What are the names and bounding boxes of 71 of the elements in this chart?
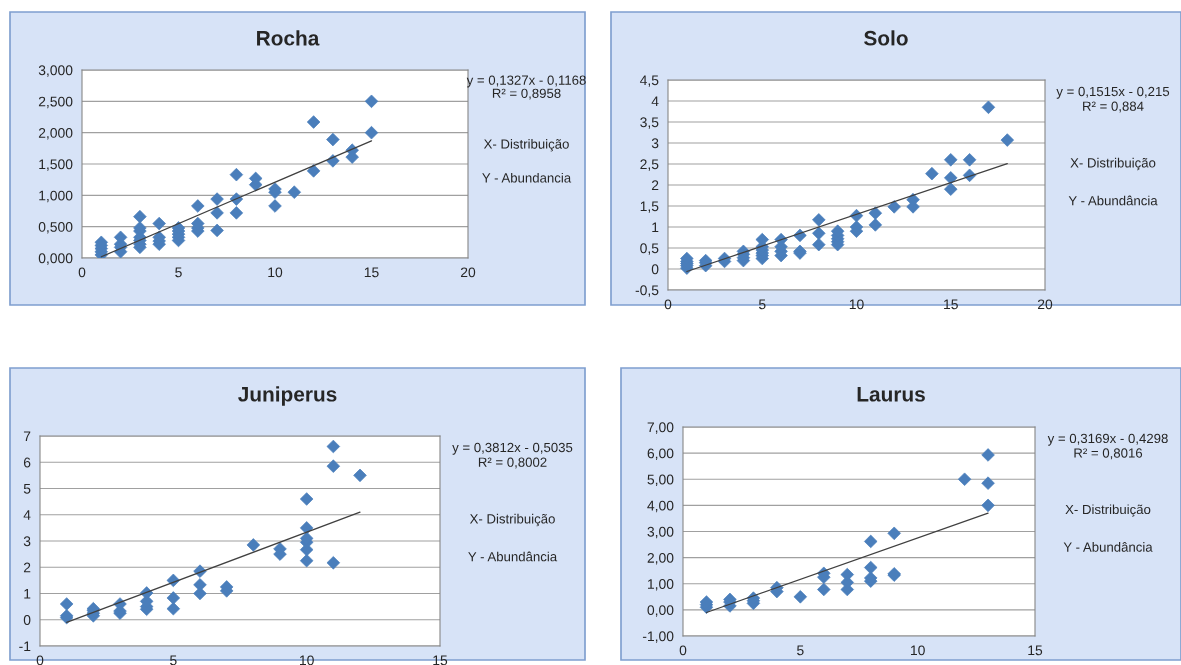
- text: Y - Abundância: [1068, 195, 1158, 206]
- y-tick-label: 2,000: [38, 128, 73, 140]
- y-tick-label: 1,00: [648, 579, 674, 591]
- y-tick-label: 2,500: [38, 96, 73, 109]
- y-tick-label: 3,000: [38, 65, 73, 77]
- text: Y - Abundância: [468, 551, 558, 562]
- x-tick-label: 0: [679, 645, 687, 656]
- y-tick-label: 6,00: [647, 448, 674, 460]
- text: y = 0,1515x - 0,215: [1056, 86, 1170, 99]
- y-tick-label: 1,500: [39, 159, 73, 171]
- text: y = 0,3812x - 0,5035: [452, 442, 573, 455]
- x-tick-label: 10: [849, 299, 864, 310]
- y-tick-label: -1: [19, 641, 31, 652]
- x-tick-label: 5: [170, 655, 177, 665]
- x-tick-label: 15: [433, 655, 448, 665]
- y-tick-label: 1,000: [39, 190, 73, 203]
- y-tick-label: 2,5: [640, 159, 659, 171]
- y-tick-label: 4,00: [647, 500, 674, 513]
- y-tick-label: -1,00: [642, 631, 674, 643]
- text: X- Distribuição: [1065, 504, 1151, 517]
- y-tick-label: 0,500: [38, 222, 73, 234]
- y-tick-label: 3: [651, 138, 659, 149]
- text: Y - Abundância: [1063, 542, 1153, 552]
- x-tick-label: 5: [758, 299, 766, 310]
- y-tick-label: 3: [23, 536, 31, 547]
- y-tick-label: 3,00: [647, 526, 674, 539]
- text: X- Distribuição: [1070, 157, 1156, 171]
- x-tick-label: 10: [268, 267, 283, 278]
- text: R² = 0,8958: [492, 88, 561, 100]
- text: R² = 0,8002: [478, 457, 547, 469]
- y-tick-label: 7,00: [647, 422, 674, 434]
- y-tick-label: 5,00: [647, 474, 674, 487]
- chart-title: Juniperus: [238, 386, 337, 406]
- x-tick-label: 15: [364, 267, 379, 278]
- y-tick-label: -0,5: [635, 285, 659, 297]
- y-tick-label: 0,5: [640, 243, 659, 255]
- x-tick-label: 5: [175, 267, 182, 278]
- text: X- Distribuição: [483, 139, 569, 152]
- x-tick-label: 15: [1028, 645, 1043, 656]
- y-tick-label: 3,5: [640, 117, 659, 129]
- x-tick-label: 10: [911, 645, 925, 656]
- text: X- Distribuição: [469, 513, 555, 527]
- text: R² = 0,8016: [1074, 448, 1143, 460]
- x-tick-label: 15: [944, 299, 958, 310]
- y-tick-label: 4: [651, 96, 659, 107]
- chart-title: Laurus: [857, 387, 925, 402]
- y-tick-label: 0,00: [647, 605, 674, 617]
- chart-title: Solo: [864, 30, 908, 46]
- y-tick-label: 2: [651, 180, 659, 191]
- y-tick-label: 5: [23, 483, 31, 494]
- x-tick-label: 20: [460, 267, 476, 278]
- text: Y - Abundancia: [482, 172, 572, 183]
- x-tick-label: 20: [1037, 299, 1053, 310]
- annotation: y = 0,1327x - 0,1168: [466, 75, 586, 88]
- y-tick-label: 4,5: [639, 75, 659, 87]
- x-tick-label: 0: [78, 267, 86, 278]
- y-tick-label: 0,000: [38, 253, 73, 265]
- y-tick-label: 1: [652, 222, 659, 233]
- y-tick-label: 1,5: [640, 201, 659, 213]
- chart-title: Rocha: [257, 30, 320, 46]
- y-tick-label: 4: [23, 510, 31, 520]
- y-tick-label: 2: [23, 562, 31, 573]
- text: R² = 0,884: [1083, 101, 1144, 113]
- x-tick-label: 5: [797, 645, 804, 656]
- text: y = 0,3169x - 0,4298: [1047, 433, 1168, 446]
- y-tick-label: 0: [23, 615, 31, 625]
- y-tick-label: 7: [23, 431, 31, 442]
- x-tick-label: 10: [300, 655, 314, 665]
- y-tick-label: 2,00: [647, 552, 674, 565]
- y-tick-label: 6: [23, 457, 31, 468]
- y-tick-label: 1: [24, 588, 31, 599]
